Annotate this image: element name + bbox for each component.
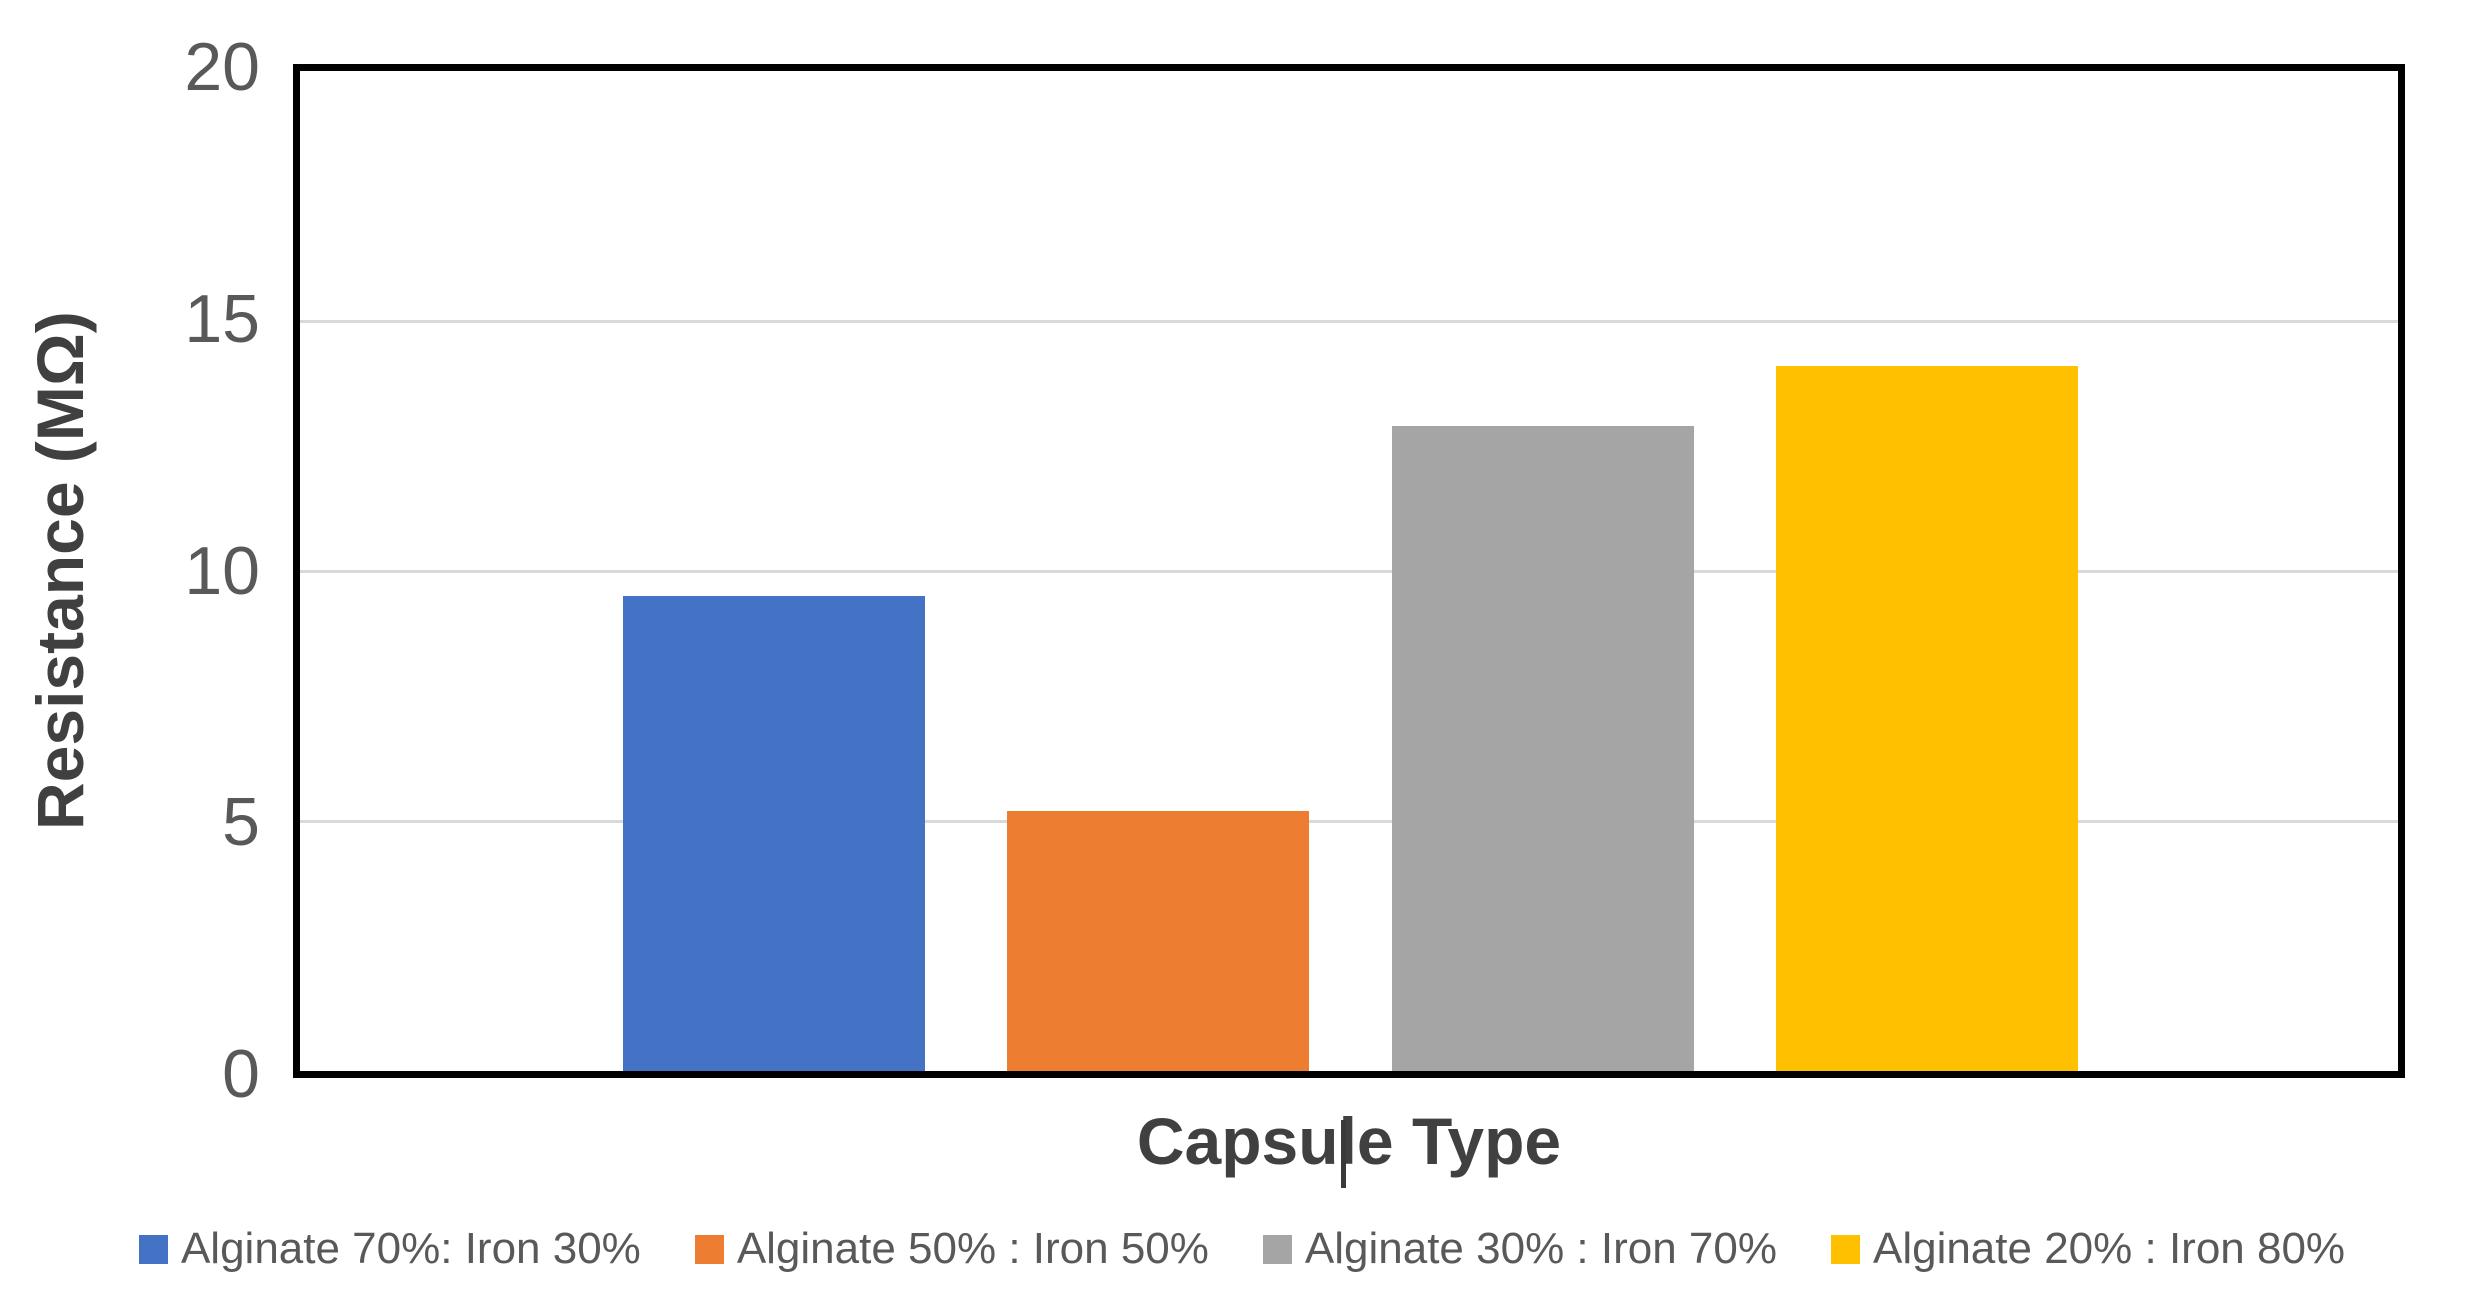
legend: Alginate 70%: Iron 30% Alginate 50% : Iro… bbox=[0, 1214, 2484, 1284]
gridline-10 bbox=[300, 569, 2398, 573]
y-tick-label-0: 0 bbox=[222, 1036, 260, 1112]
gridline-5 bbox=[300, 819, 2398, 823]
gridline-15 bbox=[300, 319, 2398, 323]
y-tick-label-20: 20 bbox=[184, 29, 260, 105]
x-axis-title[interactable]: Capsule Type bbox=[1136, 1104, 1562, 1178]
y-tick-label-10: 10 bbox=[184, 533, 260, 609]
legend-swatch-icon bbox=[694, 1234, 724, 1264]
bar-series-1[interactable] bbox=[623, 596, 925, 1071]
legend-swatch-icon bbox=[138, 1234, 168, 1264]
text-cursor bbox=[1341, 1120, 1346, 1188]
legend-item-1[interactable]: Alginate 70%: Iron 30% bbox=[138, 1224, 641, 1274]
legend-label: Alginate 20% : Iron 80% bbox=[1872, 1224, 2346, 1273]
plot-area bbox=[293, 64, 2405, 1078]
legend-swatch-icon bbox=[1830, 1234, 1860, 1264]
bar-series-4[interactable] bbox=[1776, 366, 2078, 1071]
legend-label: Alginate 50% : Iron 50% bbox=[736, 1224, 1209, 1273]
legend-item-3[interactable]: Alginate 30% : Iron 70% bbox=[1262, 1224, 1777, 1274]
bar-series-2[interactable] bbox=[1007, 811, 1309, 1071]
legend-label: Alginate 30% : Iron 70% bbox=[1304, 1224, 1777, 1273]
legend-swatch-icon bbox=[1262, 1234, 1292, 1264]
legend-label: Alginate 70%: Iron 30% bbox=[180, 1224, 641, 1273]
bar-series-3[interactable] bbox=[1392, 426, 1694, 1071]
legend-item-4[interactable]: Alginate 20% : Iron 80% bbox=[1830, 1224, 2346, 1274]
y-tick-label-5: 5 bbox=[222, 784, 260, 860]
y-tick-label-15: 15 bbox=[184, 281, 260, 357]
legend-item-2[interactable]: Alginate 50% : Iron 50% bbox=[694, 1224, 1209, 1274]
